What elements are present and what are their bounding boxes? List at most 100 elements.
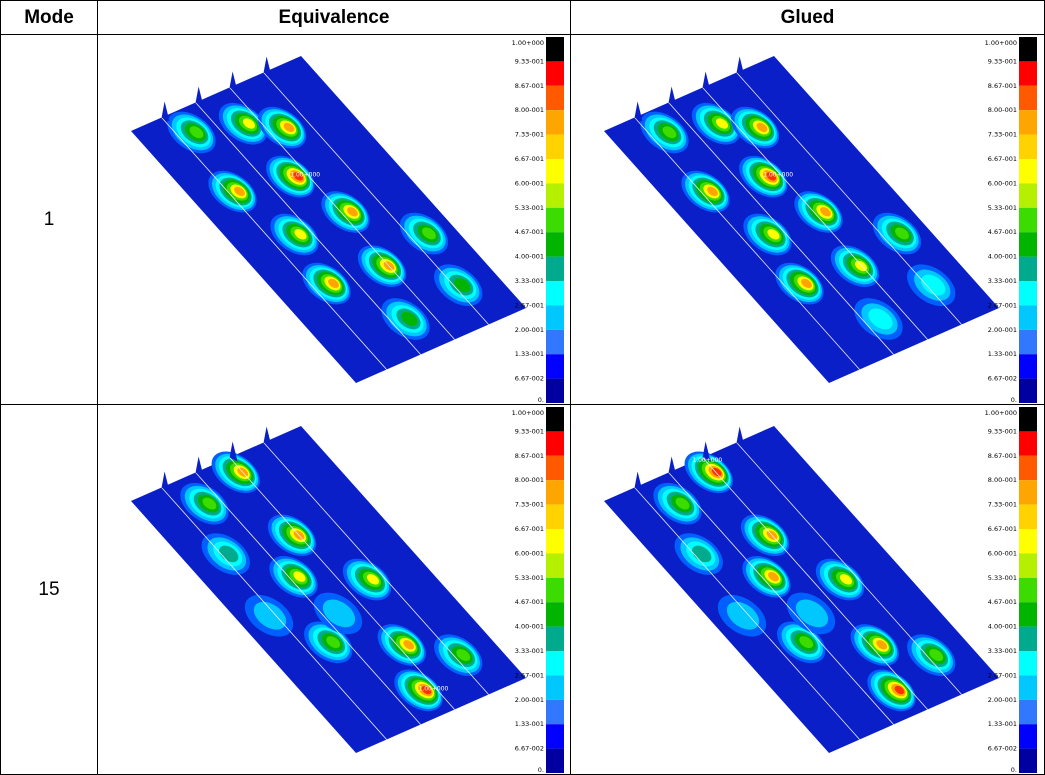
colorbar-label: 1.33-001 [988, 720, 1017, 728]
colorbar-label: 4.67-001 [515, 598, 544, 606]
colorbar-label: 3.33-001 [515, 277, 544, 285]
colorbar-segment [1019, 480, 1037, 504]
colorbar-label: 5.33-001 [988, 204, 1017, 212]
colorbar-label: 5.33-001 [515, 574, 544, 582]
colorbar-segment [546, 208, 564, 232]
colorbar-segment [546, 675, 564, 699]
colorbar-label: 6.67-002 [988, 375, 1017, 383]
peak-label: 1.00+000 [692, 457, 722, 464]
colorbar-segment [546, 354, 564, 378]
colorbar-segment [546, 281, 564, 305]
colorbar-segment [546, 379, 564, 403]
colorbar-label: 8.00-001 [515, 476, 544, 484]
colorbar-segment [546, 159, 564, 183]
contour-plot: 1.00+0001.00+0009.33-0018.67-0018.00-001… [98, 35, 568, 403]
colorbar-label: 8.00-001 [988, 106, 1017, 114]
colorbar-segment [1019, 431, 1037, 455]
colorbar-label: 8.67-001 [515, 82, 544, 90]
header-cell: Glued [570, 0, 1045, 35]
colorbar-label: 1.33-001 [515, 720, 544, 728]
plate [131, 56, 526, 383]
colorbar-segment [546, 456, 564, 480]
colorbar-label: 0. [538, 396, 544, 403]
colorbar-segment [546, 232, 564, 256]
colorbar-label: 6.67-001 [988, 525, 1017, 533]
colorbar-segment [546, 305, 564, 329]
colorbar-label: 5.33-001 [988, 574, 1017, 582]
colorbar-label: 9.33-001 [988, 57, 1017, 65]
colorbar-segment [1019, 61, 1037, 85]
colorbar-segment [1019, 37, 1037, 61]
colorbar-label: 7.33-001 [515, 131, 544, 139]
colorbar-segment [1019, 749, 1037, 773]
colorbar-segment [1019, 110, 1037, 134]
image-cell: 1.00+000 1.00+000 9.33-001 8.67-001 8.00-001… [570, 404, 1045, 775]
colorbar-label: 2.00-001 [515, 326, 544, 334]
image-cell: 1.00+0001.00+0009.33-0018.67-0018.00-001… [97, 34, 571, 405]
colorbar-label: 2.67-001 [988, 301, 1017, 309]
colorbar-label: 4.00-001 [515, 623, 544, 631]
plate [604, 426, 999, 753]
colorbar-label: 2.00-001 [988, 696, 1017, 704]
colorbar-label: 2.00-001 [988, 326, 1017, 334]
colorbar-label: 3.33-001 [988, 647, 1017, 655]
colorbar-label: 5.33-001 [515, 204, 544, 212]
colorbar-label: 1.00+000 [985, 39, 1017, 47]
colorbar-label: 3.33-001 [515, 647, 544, 655]
plate [131, 426, 526, 753]
colorbar-label: 4.00-001 [988, 253, 1017, 261]
colorbar-segment [1019, 724, 1037, 748]
colorbar-label: 9.33-001 [988, 427, 1017, 435]
colorbar-segment [1019, 159, 1037, 183]
colorbar-segment [546, 37, 564, 61]
contour-plot: 1.00+0001.00+0009.33-0018.67-0018.00-001… [571, 35, 1041, 403]
colorbar-label: 3.33-001 [988, 277, 1017, 285]
colorbar-segment [546, 724, 564, 748]
colorbar-segment [1019, 407, 1037, 431]
colorbar-label: 0. [538, 766, 544, 773]
colorbar-segment [546, 505, 564, 529]
colorbar-segment [546, 602, 564, 626]
colorbar-segment [1019, 305, 1037, 329]
colorbar-label: 1.33-001 [515, 350, 544, 358]
colorbar-segment [1019, 675, 1037, 699]
header-cell: Mode [0, 0, 98, 35]
colorbar-label: 6.67-002 [515, 375, 544, 383]
colorbar-segment [1019, 602, 1037, 626]
colorbar-label: 6.67-001 [515, 525, 544, 533]
mode-cell: 1 [0, 34, 98, 405]
colorbar-label: 1.00+000 [985, 409, 1017, 417]
colorbar-label: 8.00-001 [515, 106, 544, 114]
colorbar-label: 8.00-001 [988, 476, 1017, 484]
colorbar-label: 7.33-001 [988, 501, 1017, 509]
peak-label: 1.00+000 [419, 685, 449, 692]
colorbar-label: 6.67-001 [988, 155, 1017, 163]
colorbar-label: 8.67-001 [515, 452, 544, 460]
colorbar-segment [1019, 578, 1037, 602]
colorbar-segment [546, 553, 564, 577]
colorbar-label: 4.67-001 [515, 228, 544, 236]
colorbar-label: 9.33-001 [515, 427, 544, 435]
colorbar-segment [1019, 379, 1037, 403]
colorbar-label: 1.00+000 [512, 39, 544, 47]
colorbar-label: 9.33-001 [515, 57, 544, 65]
colorbar-segment [1019, 700, 1037, 724]
colorbar-segment [546, 330, 564, 354]
colorbar-label: 8.67-001 [988, 82, 1017, 90]
colorbar-segment [546, 627, 564, 651]
mode-cell: 15 [0, 404, 98, 775]
colorbar-segment [546, 110, 564, 134]
plate [604, 56, 999, 383]
colorbar-segment [546, 407, 564, 431]
colorbar-label: 6.67-002 [515, 745, 544, 753]
colorbar-segment [1019, 257, 1037, 281]
colorbar-label: 8.67-001 [988, 452, 1017, 460]
colorbar-segment [1019, 232, 1037, 256]
colorbar-segment [1019, 86, 1037, 110]
colorbar-segment [546, 135, 564, 159]
colorbar-segment [546, 700, 564, 724]
colorbar-segment [1019, 183, 1037, 207]
colorbar-segment [1019, 651, 1037, 675]
colorbar-label: 6.00-001 [988, 549, 1017, 557]
